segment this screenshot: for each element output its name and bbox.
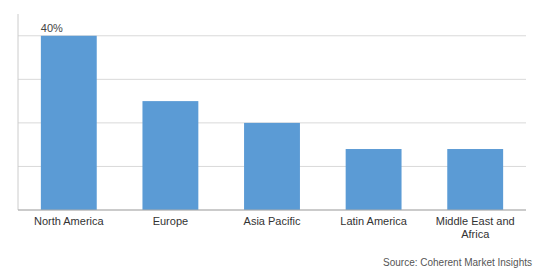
- y-axis-line: [18, 14, 19, 210]
- x-tick-label: Asia Pacific: [244, 215, 301, 227]
- grid-line: [18, 210, 526, 211]
- x-tick-label: Europe: [153, 215, 188, 227]
- chart-container: North America Europe Asia Pacific Latin Ame…: [0, 0, 538, 272]
- bar: [41, 36, 97, 210]
- x-tick-label: Middle East andAfrica: [436, 215, 515, 240]
- bar: [346, 149, 402, 210]
- annotation: 40%: [41, 22, 63, 34]
- bars: [41, 36, 503, 210]
- bar: [142, 101, 198, 210]
- x-tick-label: Latin America: [340, 215, 408, 227]
- x-tick-label: North America: [34, 215, 105, 227]
- bar: [447, 149, 503, 210]
- source-text: Source: Coherent Market Insights: [383, 257, 532, 268]
- bar: [244, 123, 300, 210]
- grid: [18, 36, 526, 210]
- x-axis-line: [18, 210, 526, 211]
- chart: North America Europe Asia Pacific Latin Ame…: [0, 0, 538, 272]
